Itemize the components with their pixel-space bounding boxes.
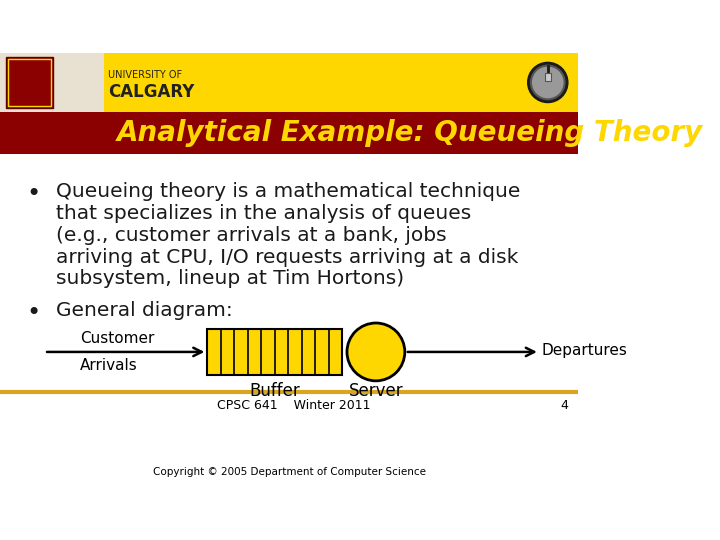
Text: 4: 4 [561,399,569,411]
Text: Customer: Customer [81,330,155,346]
Text: UNIVERSITY OF: UNIVERSITY OF [109,70,183,80]
Text: subsystem, lineup at Tim Hortons): subsystem, lineup at Tim Hortons) [56,269,405,288]
Text: CALGARY: CALGARY [109,83,195,101]
Bar [0,112,578,153]
Text: that specializes in the analysis of queues: that specializes in the analysis of queu… [56,204,472,223]
Bar [8,59,51,106]
Text: •: • [27,183,41,206]
Bar [207,329,342,375]
Text: Buffer: Buffer [249,382,300,400]
Bar [6,57,53,108]
Text: Arrivals: Arrivals [81,359,138,373]
Circle shape [528,63,568,103]
Bar [0,53,578,112]
Text: Analytical Example: Queueing Theory: Analytical Example: Queueing Theory [117,119,703,147]
Text: Copyright © 2005 Department of Computer Science: Copyright © 2005 Department of Computer … [153,467,426,477]
Text: •: • [27,301,41,325]
Circle shape [347,323,405,381]
Bar [0,53,104,112]
Text: CPSC 641    Winter 2011: CPSC 641 Winter 2011 [217,399,370,411]
Text: (e.g., customer arrivals at a bank, jobs: (e.g., customer arrivals at a bank, jobs [56,226,447,245]
Text: Queueing theory is a mathematical technique: Queueing theory is a mathematical techni… [56,183,521,201]
Circle shape [531,65,564,99]
Text: Server: Server [348,382,403,400]
Text: Departures: Departures [541,343,627,358]
Bar [544,73,551,81]
Text: arriving at CPU, I/O requests arriving at a disk: arriving at CPU, I/O requests arriving a… [56,247,518,267]
Text: General diagram:: General diagram: [56,301,233,320]
